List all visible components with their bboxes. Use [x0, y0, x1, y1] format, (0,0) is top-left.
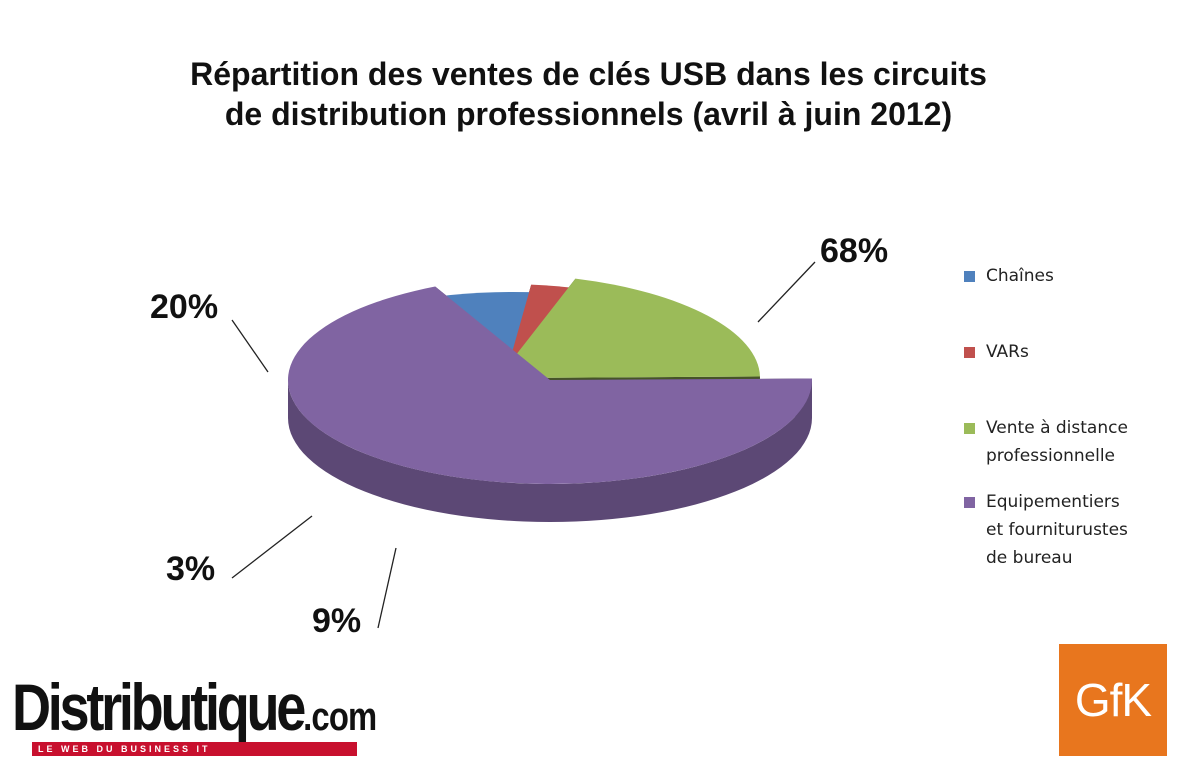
leader-line-vars [231, 515, 313, 579]
legend-label-vente-distance: Vente à distance professionnelle [986, 418, 1128, 466]
gfk-logo: GfK [1059, 644, 1167, 756]
legend-label-equipementiers: Equipementiers et fourniturustes de bure… [986, 492, 1128, 568]
percent-label-vente-distance: 20% [150, 288, 218, 326]
distributique-tagline: LE WEB DU BUSINESS IT [32, 742, 357, 756]
leader-line-chaines [377, 547, 397, 629]
pie-slice-equipementiers [288, 286, 812, 485]
pie-slice-vente-distance [498, 278, 760, 378]
percent-label-equipementiers: 68% [820, 232, 888, 270]
percent-label-chaines: 9% [312, 602, 361, 640]
percent-label-vars: 3% [166, 550, 215, 588]
pie-rim-equipementiers-0 [288, 380, 812, 522]
legend-swatch-chaines [964, 271, 975, 282]
distributique-brand: Distributique.com [12, 670, 377, 744]
legend-swatch-vars [964, 347, 975, 358]
pie-tops [288, 278, 812, 485]
chart-title: Répartition des ventes de clés USB dans … [0, 54, 1177, 134]
leader-line-vente-distance [231, 319, 269, 373]
percent-labels: 9% 3% 20% 68% [150, 232, 888, 640]
leader-lines [231, 261, 816, 629]
leader-line-equipementiers [757, 261, 816, 323]
chart-title-line-2: de distribution professionnels (avril à … [224, 96, 953, 132]
legend-label-vars: VARs [986, 342, 1029, 362]
legend-label-chaines: Chaînes [986, 266, 1054, 286]
chart-title-line-1: Répartition des ventes de clés USB dans … [190, 56, 987, 92]
distributique-logo: Distributique.com LE WEB DU BUSINESS IT [12, 672, 377, 760]
legend-swatch-vente-distance [964, 423, 975, 434]
legend-swatch-equipementiers [964, 497, 975, 508]
